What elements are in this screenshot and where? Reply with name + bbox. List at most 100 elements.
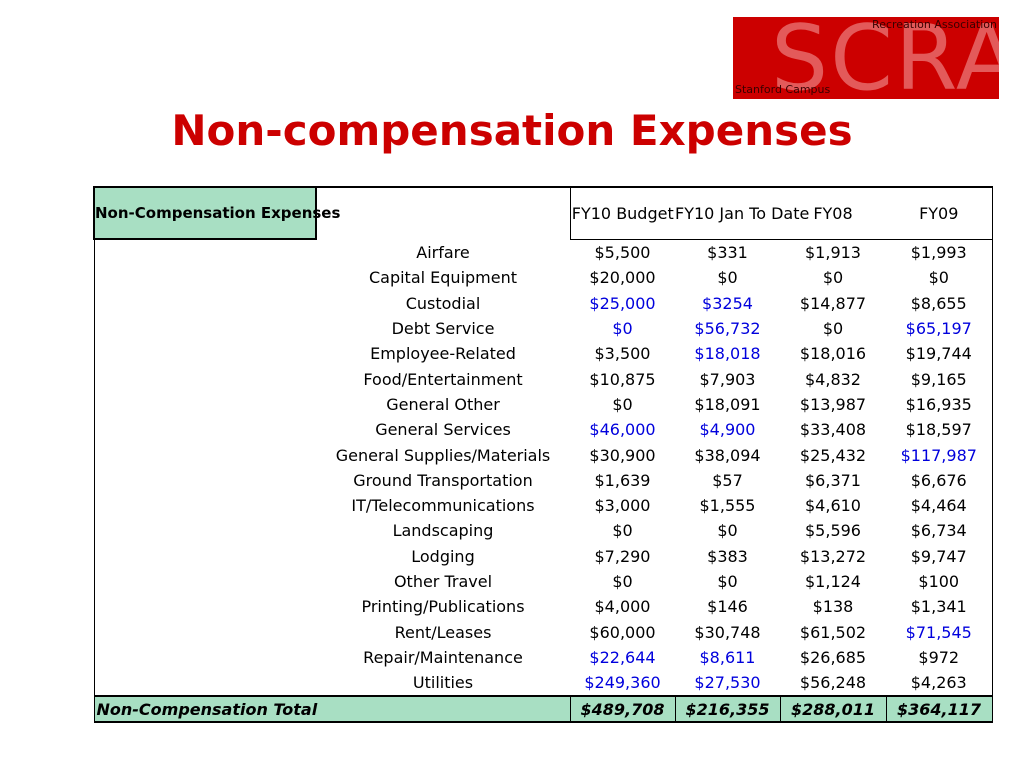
value-cell-fy09: $1,993	[886, 239, 993, 266]
expense-category-cell: Printing/Publications	[361, 597, 525, 617]
value-cell-fy10-budget: $0	[612, 394, 633, 414]
expenses-table: Non-Compensation Expenses FY10 Budget FY…	[93, 186, 993, 724]
expense-category-cell: Debt Service	[391, 319, 495, 339]
value-cell-fy10-budget: $5,500	[594, 242, 651, 262]
row-spacer-cell	[93, 417, 316, 443]
total-fy09: $364,117	[885, 695, 993, 724]
value-cell-fy09: $100	[886, 568, 993, 595]
value-cell-fy10-budget: $4,000	[594, 597, 651, 617]
expense-category-cell: Food/Entertainment	[363, 369, 523, 389]
value-cell-fy10-jan-to-date: $18,018	[694, 344, 761, 364]
column-header-fy08: FY08	[780, 186, 886, 240]
expense-category-cell: Utilities	[412, 673, 474, 693]
value-cell-fy10-jan-to-date: $56,732	[694, 319, 761, 339]
value-cell-fy09: $19,744	[886, 341, 993, 367]
expense-category-cell: General Other	[386, 394, 500, 414]
value-cell-fy10-budget: $0	[612, 572, 633, 591]
value-cell-fy10-budget: $0	[612, 521, 633, 541]
table-row: Employee-Related $3,500 $18,018 $18,016 $19,…	[93, 341, 993, 367]
value-cell-fy09: $16,935	[886, 391, 993, 418]
value-cell-fy08: $56,248	[799, 673, 867, 693]
table-row: Capital Equipment $20,000 $0 $0 $0	[93, 265, 993, 291]
row-spacer-cell	[93, 467, 316, 493]
total-row: Non-Compensation Total $489,708 $216,355…	[93, 695, 993, 724]
page-title: Non-compensation Expenses	[171, 106, 853, 155]
value-cell-fy10-jan-to-date: $7,903	[699, 369, 756, 389]
table-row: Printing/Publications $4,000 $146 $138 $1,34…	[93, 594, 993, 620]
value-cell-fy09: $972	[886, 644, 993, 671]
value-cell-fy10-budget: $3,500	[594, 344, 651, 364]
total-fy10-budget: $489,708	[569, 695, 675, 724]
row-spacer-cell	[93, 644, 316, 671]
row-spacer-cell	[93, 518, 316, 544]
row-spacer-cell	[93, 265, 316, 291]
value-cell-fy10-budget: $60,000	[589, 622, 656, 642]
row-spacer-cell	[93, 366, 316, 392]
value-cell-fy10-jan-to-date: $30,748	[694, 622, 761, 642]
row-spacer-cell	[93, 391, 316, 418]
column-header-fy09: FY09	[886, 186, 993, 240]
value-cell-fy08: $18,016	[799, 344, 867, 364]
table-row: Repair/Maintenance $22,644 $8,611 $26,685 $9…	[93, 644, 993, 671]
row-spacer-cell	[93, 543, 316, 569]
value-cell-fy09: $1,341	[886, 594, 993, 620]
value-cell-fy08: $1,124	[805, 572, 861, 591]
row-spacer-cell	[93, 619, 316, 645]
value-cell-fy09: $8,655	[886, 290, 993, 316]
table-row: Debt Service $0 $56,732 $0 $65,197	[93, 315, 993, 342]
value-cell-fy09: $18,597	[886, 417, 993, 443]
value-cell-fy10-jan-to-date: $57	[712, 470, 743, 490]
value-cell-fy09: $9,165	[886, 366, 993, 392]
expense-category-cell: Ground Transportation	[353, 470, 533, 490]
logo-big-text: SCRA	[771, 17, 999, 99]
row-spacer-cell	[93, 442, 316, 468]
row-spacer-cell	[93, 492, 316, 519]
table-row: Airfare $5,500 $331 $1,913 $1,993	[93, 239, 993, 266]
value-cell-fy10-jan-to-date: $3254	[702, 293, 753, 313]
total-fy08: $288,011	[779, 695, 886, 724]
expense-category-cell: Other Travel	[393, 572, 493, 591]
column-header-fy10-jan-to-date: FY10 Jan To Date	[675, 186, 809, 240]
table-row: Lodging $7,290 $383 $13,272 $9,747	[93, 543, 993, 569]
expense-category-cell: IT/Telecommunications	[351, 496, 535, 516]
row-spacer-cell	[93, 594, 316, 620]
expense-category-cell: Lodging	[411, 546, 475, 566]
total-fy10-jan-to-date: $216,355	[674, 695, 780, 724]
value-cell-fy10-budget: $22,644	[589, 647, 656, 667]
value-cell-fy08: $13,272	[799, 546, 867, 566]
value-cell-fy09: $4,263	[886, 670, 993, 697]
value-cell-fy10-jan-to-date: $4,900	[699, 420, 756, 440]
value-cell-fy09: $71,545	[886, 619, 993, 645]
value-cell-fy09: $6,676	[886, 467, 993, 493]
value-cell-fy10-jan-to-date: $0	[717, 268, 738, 288]
value-cell-fy08: $1,913	[805, 242, 861, 262]
table-row: Landscaping $0 $0 $5,596 $6,734	[93, 518, 993, 544]
value-cell-fy08: $138	[812, 597, 854, 617]
value-cell-fy10-budget: $0	[612, 319, 633, 339]
row-spacer-cell	[93, 290, 316, 316]
value-cell-fy10-budget: $20,000	[589, 268, 656, 288]
expense-category-cell: Rent/Leases	[394, 622, 492, 642]
value-cell-fy10-budget: $3,000	[594, 496, 651, 516]
value-cell-fy08: $0	[822, 319, 844, 339]
value-cell-fy10-budget: $249,360	[584, 673, 661, 693]
value-cell-fy08: $5,596	[805, 521, 861, 541]
table-row: General Supplies/Materials $30,900 $38,094…	[93, 442, 993, 468]
table-row: Custodial $25,000 $3254 $14,877 $8,655	[93, 290, 993, 316]
expense-category-cell: Capital Equipment	[368, 268, 518, 288]
value-cell-fy09: $9,747	[886, 543, 993, 569]
expense-category-cell: Repair/Maintenance	[363, 647, 523, 667]
logo-top-text: Recreation Association	[872, 18, 997, 31]
expense-category-cell: Landscaping	[392, 521, 494, 541]
value-cell-fy10-jan-to-date: $0	[717, 521, 738, 541]
expense-category-cell: Custodial	[405, 293, 481, 313]
value-cell-fy08: $0	[822, 268, 844, 288]
value-cell-fy08: $61,502	[799, 622, 867, 642]
table-row: Food/Entertainment $10,875 $7,903 $4,832 $9,…	[93, 366, 993, 392]
row-spacer-cell	[93, 568, 316, 595]
value-cell-fy10-jan-to-date: $38,094	[694, 445, 761, 465]
value-cell-fy08: $13,987	[799, 394, 867, 414]
row-spacer-cell	[93, 341, 316, 367]
table-header-row: Non-Compensation Expenses FY10 Budget FY…	[93, 186, 993, 240]
value-cell-fy08: $26,685	[799, 647, 867, 667]
